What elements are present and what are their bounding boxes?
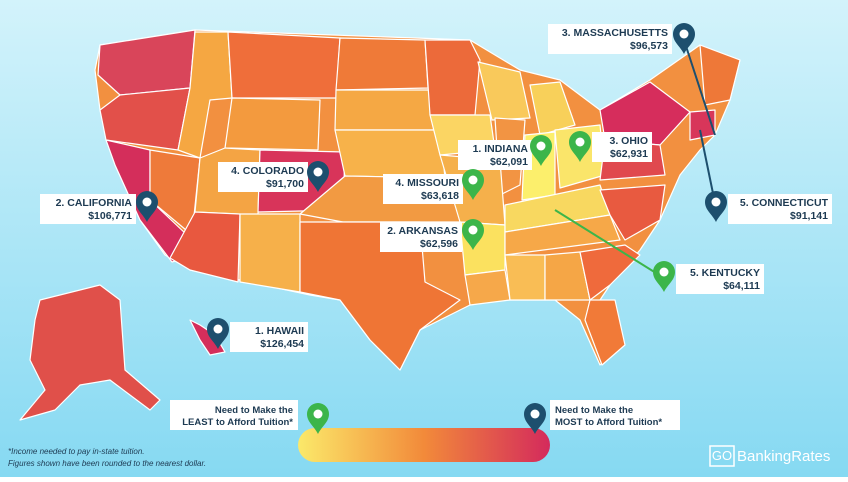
alaska-hawaii — [19, 284, 226, 421]
label-box — [230, 322, 308, 352]
label-box — [218, 162, 308, 192]
state-amount: $91,141 — [790, 210, 828, 222]
footnote: *Income needed to pay in-state tuition. — [8, 447, 145, 456]
pin-hole — [213, 324, 223, 334]
label-box — [728, 194, 832, 224]
state-label: 4. MISSOURI — [395, 177, 459, 189]
label-box — [548, 24, 672, 54]
state-label: 5. KENTUCKY — [690, 267, 760, 279]
label-box — [458, 140, 532, 170]
legend-box — [550, 400, 680, 430]
state-label: 2. CALIFORNIA — [56, 197, 133, 209]
legend-text: LEAST to Afford Tuition* — [182, 417, 293, 428]
pin-hole — [468, 225, 478, 235]
state-amount: $106,771 — [88, 210, 132, 222]
state-label: 3. OHIO — [609, 135, 648, 147]
legend-text: MOST to Afford Tuition* — [555, 417, 662, 428]
pin-hole — [142, 197, 152, 207]
pins: 3. MASSACHUSETTS$96,573 1. INDIANA$62,091… — [40, 23, 832, 434]
leader-line — [683, 39, 716, 136]
legend-box — [170, 400, 298, 430]
pin-hole — [530, 409, 540, 419]
pin-hole — [659, 267, 669, 277]
pin-hole — [468, 175, 478, 185]
state-amount: $96,573 — [630, 40, 668, 52]
logo-text: BankingRates — [737, 448, 830, 465]
footnote: Figures shown have been rounded to the n… — [8, 459, 206, 468]
state-amount: $62,091 — [490, 156, 528, 168]
pin-hole — [711, 197, 721, 207]
state-amount: $64,111 — [723, 280, 760, 292]
state-label: 5. CONNECTICUT — [740, 197, 829, 209]
state-label: 1. INDIANA — [473, 143, 529, 155]
legend-text: Need to Make the — [555, 405, 633, 416]
pin-hole — [313, 409, 323, 419]
label-box — [40, 194, 136, 224]
state-label: 3. MASSACHUSETTS — [562, 27, 668, 39]
legend-scale — [298, 428, 550, 462]
pin-hole — [313, 167, 323, 177]
state-label: 1. HAWAII — [255, 325, 304, 337]
state-label: 4. COLORADO — [231, 165, 304, 177]
pin-hole — [575, 137, 585, 147]
leader-line — [554, 209, 665, 279]
label-box — [380, 222, 462, 252]
state-amount: $62,596 — [420, 238, 458, 250]
state-amount: $91,700 — [266, 178, 304, 190]
state-amount: $62,931 — [610, 148, 648, 160]
state-amount: $63,618 — [421, 190, 459, 202]
pin-hole — [679, 29, 689, 39]
label-box — [383, 174, 463, 204]
label-box — [676, 264, 764, 294]
logo-box — [709, 445, 735, 467]
label-box — [592, 132, 652, 162]
state-amount: $126,454 — [260, 338, 304, 350]
logo-mark: GO — [712, 448, 732, 463]
legend-text: Need to Make the — [215, 405, 293, 416]
pin-hole — [536, 141, 546, 151]
state-label: 2. ARKANSAS — [387, 225, 458, 237]
